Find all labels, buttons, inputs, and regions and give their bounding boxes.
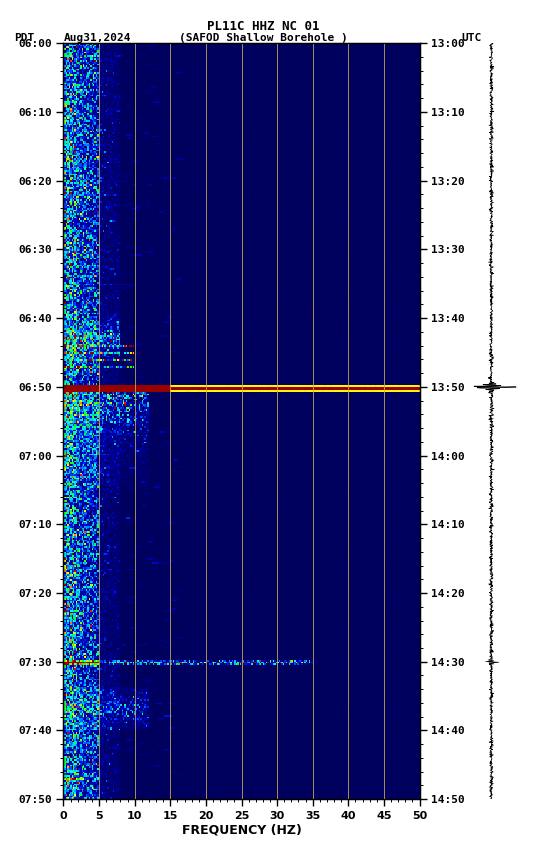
Text: (SAFOD Shallow Borehole ): (SAFOD Shallow Borehole ) [179, 33, 348, 43]
Text: Aug31,2024: Aug31,2024 [63, 33, 131, 43]
Text: PL11C HHZ NC 01: PL11C HHZ NC 01 [208, 20, 320, 33]
Text: UTC: UTC [461, 33, 481, 43]
X-axis label: FREQUENCY (HZ): FREQUENCY (HZ) [182, 823, 301, 836]
Text: PDT: PDT [14, 33, 34, 43]
